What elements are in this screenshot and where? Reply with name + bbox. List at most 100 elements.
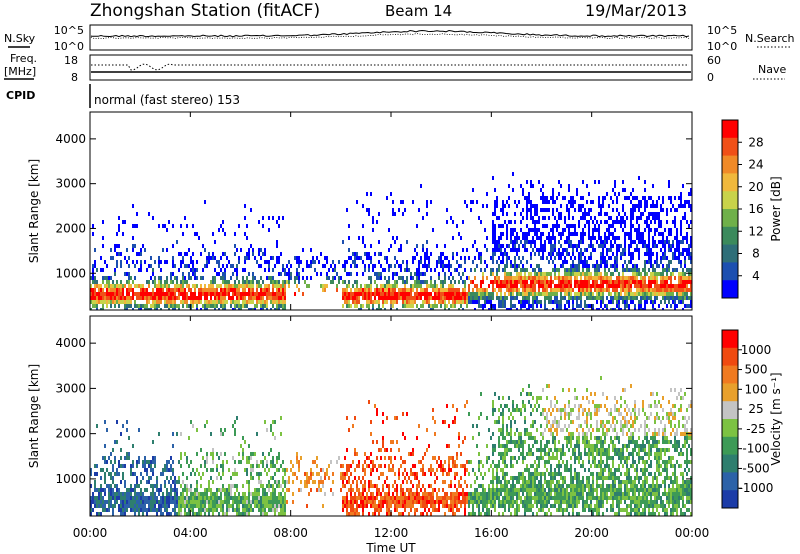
range-gate-cell xyxy=(494,208,496,212)
range-gate-cell xyxy=(578,240,580,244)
range-gate-cell xyxy=(178,304,180,308)
range-gate-cell xyxy=(608,228,610,232)
range-gate-cell xyxy=(160,500,162,504)
range-gate-cell xyxy=(248,288,250,292)
range-gate-cell xyxy=(148,300,150,304)
range-gate-cell xyxy=(538,220,540,224)
range-gate-cell xyxy=(618,272,620,276)
range-gate-cell xyxy=(578,268,580,272)
range-gate-cell xyxy=(364,288,366,292)
range-gate-cell xyxy=(502,296,504,300)
range-gate-cell xyxy=(602,204,604,208)
range-gate-cell xyxy=(432,504,434,508)
range-gate-cell xyxy=(508,272,510,276)
range-gate-cell xyxy=(356,508,358,512)
range-gate-cell xyxy=(630,236,632,240)
range-gate-cell xyxy=(528,296,530,300)
range-gate-cell xyxy=(384,500,386,504)
range-gate-cell xyxy=(112,292,114,296)
range-gate-cell xyxy=(612,300,614,304)
range-gate-cell xyxy=(658,288,660,292)
range-gate-cell xyxy=(390,500,392,504)
range-gate-cell xyxy=(556,284,558,288)
range-gate-cell xyxy=(450,288,452,292)
range-gate-cell xyxy=(160,288,162,292)
range-gate-cell xyxy=(620,288,622,292)
range-gate-cell xyxy=(676,232,678,236)
range-gate-cell xyxy=(210,508,212,512)
range-gate-cell xyxy=(118,288,120,292)
range-gate-cell xyxy=(674,268,676,272)
range-gate-cell xyxy=(348,284,350,288)
range-gate-cell xyxy=(560,276,562,280)
range-gate-cell xyxy=(350,288,352,292)
range-gate-cell xyxy=(262,488,264,492)
range-gate-cell xyxy=(614,180,616,184)
range-gate-cell xyxy=(242,456,244,460)
range-gate-cell xyxy=(672,204,674,208)
range-gate-cell xyxy=(472,500,474,504)
range-gate-cell xyxy=(620,220,622,224)
range-gate-cell xyxy=(188,296,190,300)
range-gate-cell xyxy=(498,268,500,272)
range-gate-cell xyxy=(174,276,176,280)
range-gate-cell xyxy=(116,292,118,296)
range-gate-cell xyxy=(436,468,438,472)
range-gate-cell xyxy=(290,272,292,276)
range-gate-cell xyxy=(126,500,128,504)
range-gate-cell xyxy=(568,240,570,244)
range-gate-cell xyxy=(94,304,96,308)
range-gate-cell xyxy=(608,256,610,260)
range-gate-cell xyxy=(532,296,534,300)
range-gate-cell xyxy=(136,508,138,512)
range-gate-cell xyxy=(284,500,286,504)
range-gate-cell xyxy=(198,288,200,292)
range-gate-cell xyxy=(402,432,404,436)
range-gate-cell xyxy=(386,500,388,504)
range-gate-cell xyxy=(198,508,200,512)
range-gate-cell xyxy=(244,512,246,516)
range-gate-cell xyxy=(660,292,662,296)
range-gate-cell xyxy=(370,300,372,304)
range-gate-cell xyxy=(492,268,494,272)
range-gate-cell xyxy=(464,256,466,260)
range-gate-cell xyxy=(270,280,272,284)
range-gate-cell xyxy=(686,284,688,288)
range-gate-cell xyxy=(352,512,354,516)
range-gate-cell xyxy=(498,256,500,260)
range-gate-cell xyxy=(100,500,102,504)
range-gate-cell xyxy=(320,252,322,256)
range-gate-cell xyxy=(362,488,364,492)
range-gate-cell xyxy=(180,492,182,496)
range-gate-cell xyxy=(94,484,96,488)
range-gate-cell xyxy=(348,480,350,484)
range-gate-cell xyxy=(500,252,502,256)
range-gate-cell xyxy=(670,244,672,248)
range-gate-cell xyxy=(568,208,570,212)
range-gate-cell xyxy=(220,508,222,512)
range-gate-cell xyxy=(408,496,410,500)
range-gate-cell xyxy=(216,296,218,300)
range-gate-cell xyxy=(114,492,116,496)
range-gate-cell xyxy=(624,220,626,224)
range-gate-cell xyxy=(252,288,254,292)
range-gate-cell xyxy=(170,280,172,284)
range-gate-cell xyxy=(198,492,200,496)
range-gate-cell xyxy=(678,256,680,260)
range-gate-cell xyxy=(478,256,480,260)
range-gate-cell xyxy=(176,240,178,244)
range-gate-cell xyxy=(556,228,558,232)
range-gate-cell xyxy=(210,488,212,492)
range-gate-cell xyxy=(678,292,680,296)
range-gate-cell xyxy=(230,484,232,488)
range-gate-cell xyxy=(568,232,570,236)
range-gate-cell xyxy=(378,276,380,280)
range-gate-cell xyxy=(288,284,290,288)
range-gate-cell xyxy=(374,264,376,268)
range-gate-cell xyxy=(582,264,584,268)
range-gate-cell xyxy=(380,272,382,276)
range-gate-cell xyxy=(526,212,528,216)
range-gate-cell xyxy=(596,280,598,284)
